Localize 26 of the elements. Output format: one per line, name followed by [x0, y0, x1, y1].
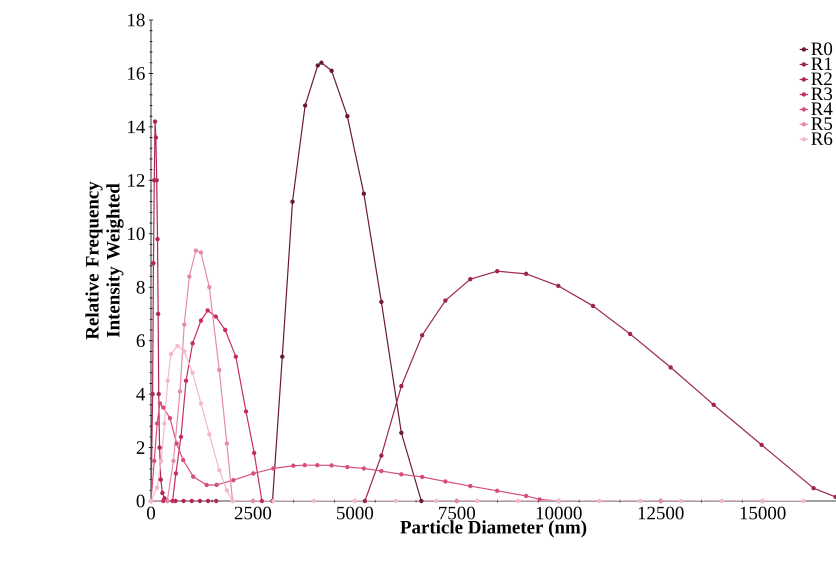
x-tick-label: 15000 — [740, 506, 786, 520]
x-tick-label: 0 — [146, 506, 156, 520]
legend-label: R2 — [811, 72, 832, 85]
legend-label: R4 — [811, 102, 833, 115]
legend-label: R3 — [811, 87, 832, 100]
y-tick-label: 6 — [136, 334, 145, 348]
legend-label: R6 — [811, 132, 832, 146]
y-tick-label: 8 — [136, 280, 145, 294]
legend-label: R5 — [811, 117, 832, 130]
x-tick-label: 2500 — [234, 506, 272, 520]
y-tick-label: 10 — [128, 227, 145, 240]
y-tick-label: 18 — [128, 14, 145, 26]
x-tick-label: 12500 — [638, 506, 684, 520]
y-tick-label: 14 — [128, 120, 146, 134]
legend-label: R0 — [811, 42, 832, 56]
x-axis-title: Particle Diameter (nm) — [400, 520, 586, 538]
y-tick-label: 12 — [128, 174, 144, 187]
x-tick-label: 10000 — [536, 506, 582, 520]
y-tick-label: 16 — [128, 67, 145, 80]
x-tick-label: 7500 — [439, 506, 476, 520]
y-tick-label: 2 — [136, 441, 144, 454]
y-tick-label: 4 — [136, 388, 146, 400]
y-axis-title: Relative Frequency Intensity Weighted — [85, 181, 124, 340]
legend-label: R1 — [811, 58, 832, 70]
x-tick-label: 5000 — [337, 506, 374, 520]
y-tick-label: 0 — [136, 494, 145, 508]
